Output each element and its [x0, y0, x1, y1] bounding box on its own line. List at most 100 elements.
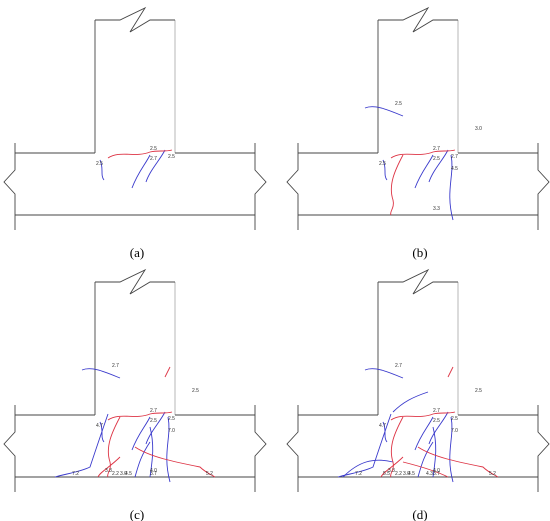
crack-label: 7.0: [168, 428, 175, 434]
crack-label: 2.5: [168, 416, 175, 422]
beam-right-end: [537, 143, 550, 230]
crack-label: 2.7: [395, 363, 402, 369]
crack-blue: [392, 391, 429, 413]
crack-label: 2.7: [112, 363, 119, 369]
crack-red: [97, 456, 121, 478]
crack-blue: [145, 149, 166, 183]
crack-red: [402, 461, 449, 478]
crack-label: 2.5: [168, 154, 175, 160]
break-line: [95, 268, 175, 295]
crack-blue: [131, 416, 151, 451]
crack-blue: [428, 411, 449, 445]
crack-blue: [432, 426, 437, 478]
crack-label: 3.3: [105, 468, 112, 474]
beam-right-end: [254, 143, 267, 230]
crack-label: 3.3: [433, 206, 440, 212]
crack-label: 3.0: [120, 471, 127, 477]
crack-label: 2.2: [112, 471, 119, 477]
crack-label: 2.7: [150, 156, 157, 162]
crack-label: 4.7: [379, 423, 386, 429]
crack-label: 2.5: [433, 156, 440, 162]
crack-label: 2.5: [475, 388, 482, 394]
beam-left-end: [286, 143, 299, 230]
crack-blue: [54, 413, 109, 478]
crack-label: 7.0: [451, 428, 458, 434]
crack-red: [417, 446, 499, 478]
crack-blue: [81, 368, 121, 379]
crack-blue: [364, 106, 404, 117]
crack-label: 2.7: [451, 154, 458, 160]
crack-blue: [145, 411, 166, 445]
caption: (a): [130, 245, 144, 260]
crack-red: [107, 149, 173, 159]
crack-blue: [449, 154, 454, 221]
crack-red: [390, 411, 456, 421]
crack-blue: [99, 159, 105, 181]
panel: 2.7 4.7 2.5 2.5 2.7 2.5 7.0 4.0 3.0 3.3 3.7 4.5 5.2 7…: [3, 268, 267, 521]
crack-label: 3.3: [388, 468, 395, 474]
crack-blue: [417, 441, 434, 478]
crack-label: 2.5: [96, 161, 103, 167]
caption: (c): [130, 507, 144, 521]
crack-red: [390, 154, 404, 216]
crack-label: 4.3: [426, 471, 433, 477]
beam-right-end: [254, 405, 267, 492]
beam-left-end: [3, 143, 16, 230]
crack-label: 2.5: [150, 146, 157, 152]
crack-red: [390, 416, 404, 478]
crack-label: 4.0: [150, 468, 157, 474]
crack-red: [390, 149, 456, 159]
caption: (d): [412, 507, 427, 521]
crack-red: [107, 411, 173, 421]
crack-label: 5.2: [206, 471, 213, 477]
crack-blue: [134, 441, 151, 478]
crack-label: 5.5: [383, 471, 390, 477]
crack-blue: [449, 416, 454, 483]
crack-blue: [414, 416, 434, 451]
crack-label: 7.2: [72, 471, 79, 477]
panel: 2.5 2.5 2.7 2.5 (a): [3, 6, 267, 260]
crack-blue: [364, 368, 404, 379]
crack-red: [107, 416, 121, 478]
beam-left-end: [286, 405, 299, 492]
crack-label: 2.2: [395, 471, 402, 477]
break-line: [95, 6, 175, 33]
panel: 2.7 2.5 2.5 2.7 2.5 3.0 4.5 3.3 (b): [286, 6, 550, 260]
crack-label: 2.7: [433, 146, 440, 152]
crack-label: 3.0: [475, 126, 482, 132]
beam-left-end: [3, 405, 16, 492]
caption: (b): [412, 245, 427, 260]
crack-blue: [382, 421, 388, 443]
crack-blue: [99, 421, 105, 443]
break-line: [378, 6, 458, 33]
crack-blue: [382, 159, 388, 181]
crack-red: [447, 366, 454, 378]
crack-blue: [166, 416, 171, 483]
panel: 2.7 4.7 2.5 2.5 2.7 2.5 7.0 4.0 3.0 3.3 3.7 4.5 5.2 7…: [286, 268, 550, 521]
crack-label: 4.5: [125, 471, 132, 477]
crack-label: 4.0: [433, 468, 440, 474]
crack-red: [164, 366, 171, 378]
break-line: [378, 268, 458, 295]
crack-blue: [414, 154, 434, 189]
beam-right-end: [537, 405, 550, 492]
crack-red: [380, 456, 404, 478]
crack-label: 4.5: [408, 471, 415, 477]
crack-label: 3.7: [150, 471, 157, 477]
crack-blue: [149, 426, 154, 478]
crack-label: 2.5: [379, 161, 386, 167]
crack-blue: [342, 459, 394, 478]
crack-label: 3.0: [403, 471, 410, 477]
crack-label: 2.5: [395, 101, 402, 107]
crack-blue: [428, 149, 449, 183]
crack-label: 3.7: [433, 471, 440, 477]
crack-label: 2.5: [451, 416, 458, 422]
crack-blue: [131, 154, 151, 189]
crack-label: 7.2: [355, 471, 362, 477]
crack-label: 2.7: [150, 408, 157, 414]
crack-label: 2.5: [433, 418, 440, 424]
crack-label: 5.2: [489, 471, 496, 477]
crack-label: 4.5: [451, 166, 458, 172]
crack-label: 2.5: [150, 418, 157, 424]
